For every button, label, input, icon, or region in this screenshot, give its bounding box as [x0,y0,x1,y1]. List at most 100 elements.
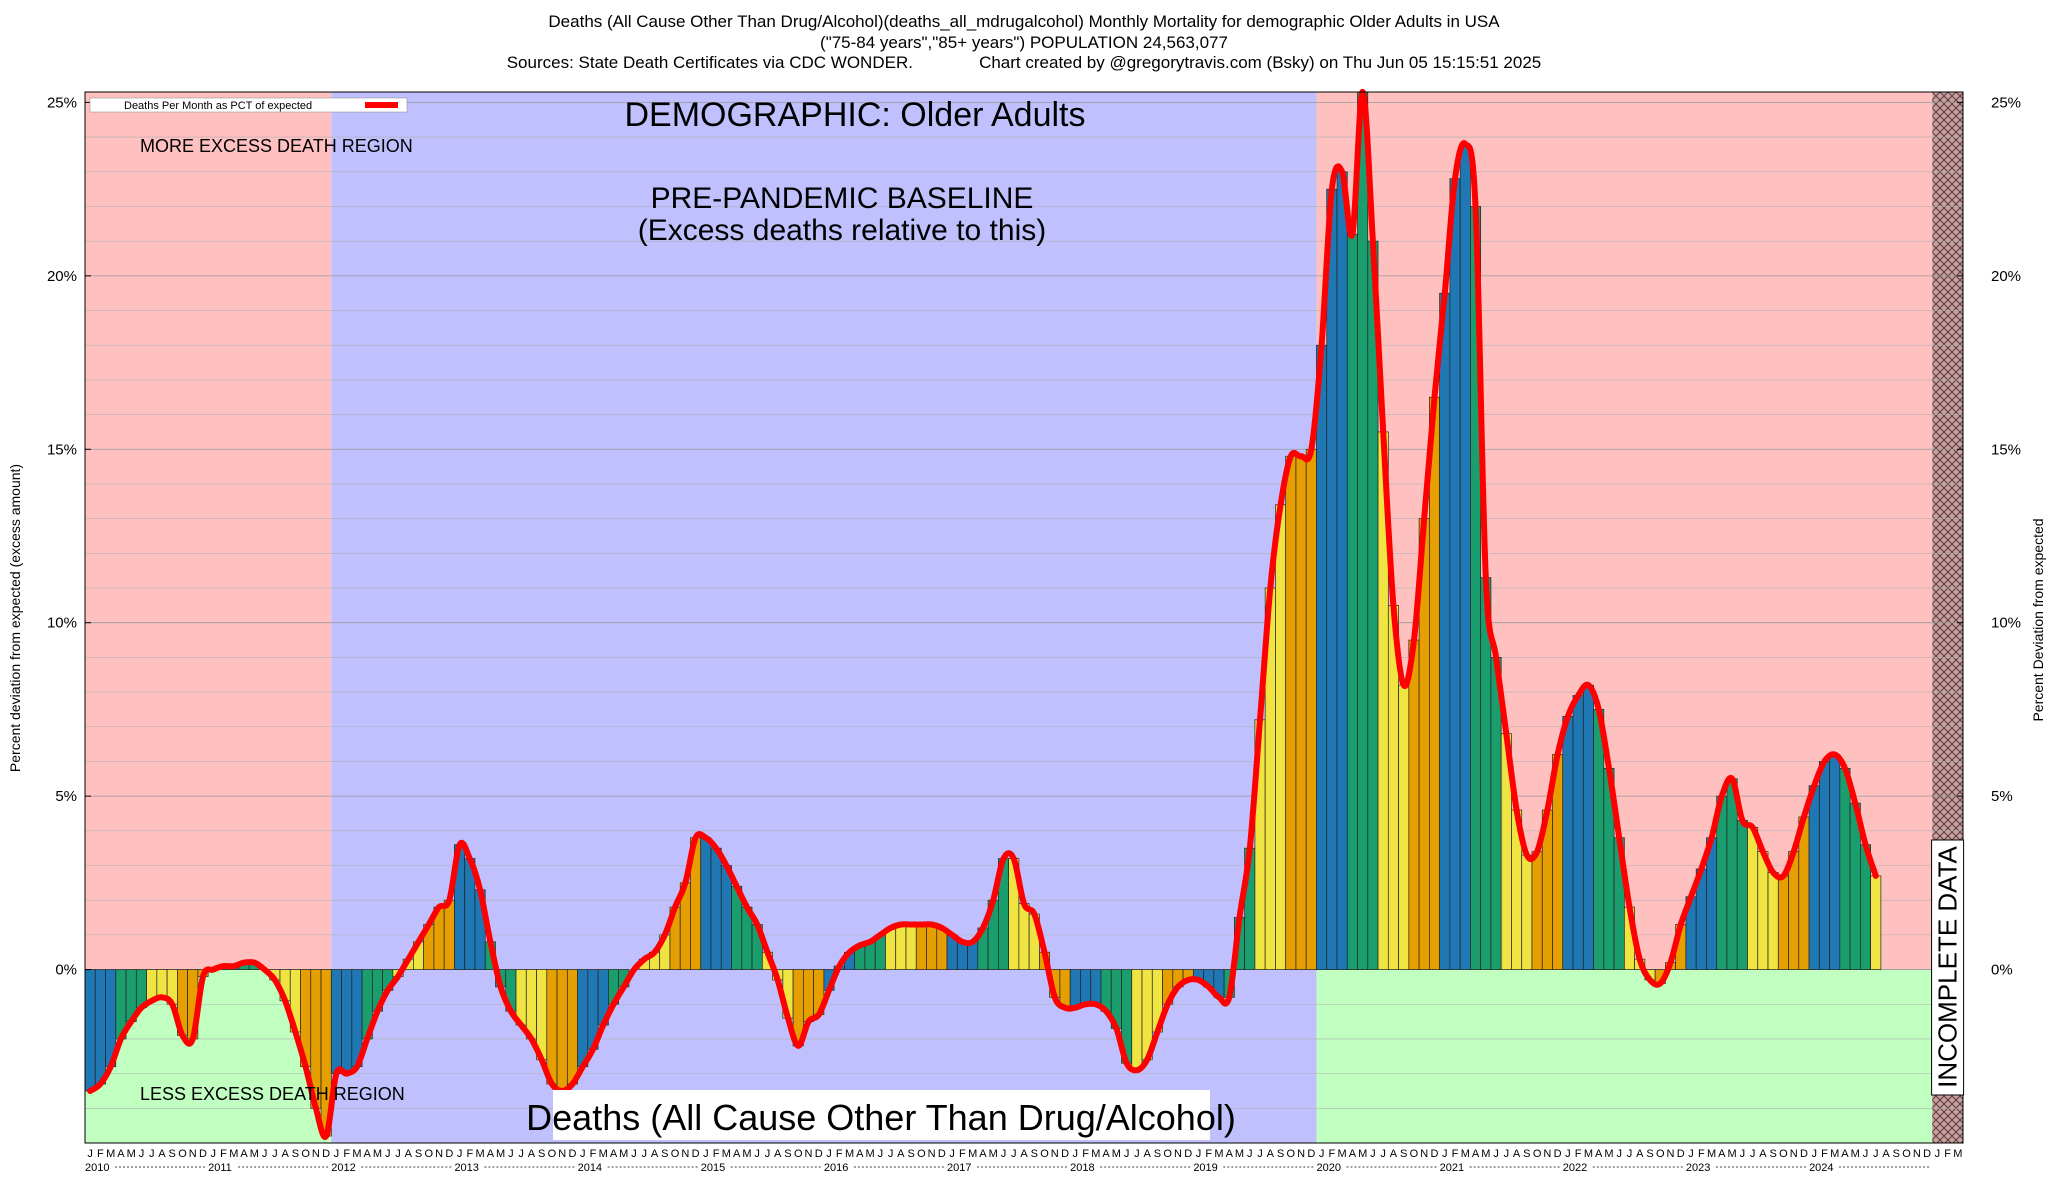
x-tick-month-label: N [312,1148,320,1160]
x-tick-month-label: M [1584,1148,1593,1160]
x-tick-month-label: A [733,1148,741,1160]
x-tick-month-label: A [1759,1148,1767,1160]
x-tick-month-label: J [1257,1148,1263,1160]
x-tick-month-label: N [1790,1148,1798,1160]
data-bar [1439,292,1451,970]
x-tick-month-label: A [651,1148,659,1160]
data-bar [1747,827,1759,970]
x-tick-month-label: M [352,1148,361,1160]
x-year-label: 2019 [1193,1162,1217,1174]
data-bar [1767,872,1779,970]
data-bar [1808,785,1820,970]
x-tick-month-label: J [1247,1148,1253,1160]
x-tick-month-label: D [815,1148,823,1160]
data-bar [1295,455,1307,970]
x-tick-month-label: O [917,1148,926,1160]
y-tick-label-left: 10% [47,615,77,632]
data-bar [1829,754,1841,970]
data-bar [341,969,353,1074]
data-bar [1572,695,1584,970]
x-tick-month-label: M [1851,1148,1860,1160]
x-tick-month-label: D [1307,1148,1315,1160]
x-year-label: 2018 [1070,1162,1094,1174]
x-tick-month-label: J [211,1148,217,1160]
data-bar [1408,639,1420,970]
x-tick-month-label: A [1349,1148,1357,1160]
data-bar [1521,854,1533,970]
data-bar [803,969,814,1022]
x-tick-month-label: J [1134,1148,1140,1160]
data-bar [915,924,927,970]
x-tick-month-label: J [949,1148,955,1160]
x-tick-month-label: F [97,1148,104,1160]
x-tick-month-label: F [1821,1148,1828,1160]
x-tick-month-label: N [1051,1148,1059,1160]
x-tick-month-label: A [774,1148,782,1160]
y-tick-label-left: 5% [55,788,77,805]
x-tick-month-label: S [661,1148,668,1160]
x-tick-month-label: M [1481,1148,1490,1160]
x-tick-month-label: J [272,1148,278,1160]
x-tick-month-label: M [968,1148,977,1160]
chart-title-line-1: Deaths (All Cause Other Than Drug/Alcoho… [548,12,1500,31]
x-tick-month-label: O [1533,1148,1542,1160]
x-tick-month-label: J [1627,1148,1633,1160]
x-tick-month-label: O [1163,1148,1172,1160]
more-excess-region-label: MORE EXCESS DEATH REGION [140,136,413,156]
data-bar [94,969,106,1085]
x-tick-month-label: O [425,1148,434,1160]
x-tick-month-label: S [415,1148,422,1160]
x-year-label: 2020 [1316,1162,1340,1174]
x-tick-month-label: N [681,1148,689,1160]
x-tick-month-label: M [989,1148,998,1160]
x-tick-month-label: J [703,1148,709,1160]
deaths-pct-line [87,88,1879,1141]
x-tick-month-label: M [1953,1148,1962,1160]
x-tick-month-label: F [1575,1148,1582,1160]
x-tick-month-label: D [1923,1148,1931,1160]
incomplete-data-label: INCOMPLETE DATA [1933,845,1963,1087]
x-tick-month-label: O [1410,1148,1419,1160]
x-tick-month-label: A [117,1148,125,1160]
x-tick-month-label: J [1124,1148,1130,1160]
x-tick-month-label: J [826,1148,832,1160]
data-bar [1736,820,1748,970]
x-year-label: 2023 [1686,1162,1710,1174]
x-tick-month-label: N [1420,1148,1428,1160]
data-bar [1449,178,1461,970]
x-tick-month-label: N [805,1148,813,1160]
x-tick-month-label: J [1616,1148,1622,1160]
x-tick-month-label: J [1073,1148,1079,1160]
x-tick-month-label: J [888,1148,894,1160]
x-tick-month-label: M [1707,1148,1716,1160]
x-tick-month-label: A [1143,1148,1151,1160]
data-bar [525,969,537,1040]
x-tick-month-label: J [1442,1148,1448,1160]
x-tick-month-label: J [1935,1148,1941,1160]
x-tick-month-label: O [178,1148,187,1160]
x-tick-month-label: A [1267,1148,1275,1160]
x-tick-month-label: D [1800,1148,1808,1160]
y-tick-label-left: 20% [47,268,77,285]
x-tick-month-label: F [1452,1148,1459,1160]
data-bar [1870,875,1882,970]
x-tick-month-label: J [1873,1148,1879,1160]
data-bar [84,969,96,1092]
x-tick-month-label: M [742,1148,751,1160]
baseline-label: PRE-PANDEMIC BASELINE [651,182,1034,215]
x-tick-month-label: J [878,1148,884,1160]
y-tick-label-left: 15% [47,441,77,458]
legend-box [89,97,408,113]
data-bar [967,941,979,970]
less-excess-region [1316,969,1933,1143]
x-tick-month-label: A [1595,1148,1603,1160]
data-bar [1346,233,1358,970]
x-tick-month-label: D [1677,1148,1685,1160]
x-tick-month-label: O [1287,1148,1296,1160]
x-tick-month-label: S [784,1148,791,1160]
x-tick-month-label: O [794,1148,803,1160]
x-tick-month-label: N [189,1148,197,1160]
x-tick-month-label: A [1102,1148,1110,1160]
x-tick-month-label: O [1779,1148,1788,1160]
x-tick-month-label: J [1196,1148,1202,1160]
